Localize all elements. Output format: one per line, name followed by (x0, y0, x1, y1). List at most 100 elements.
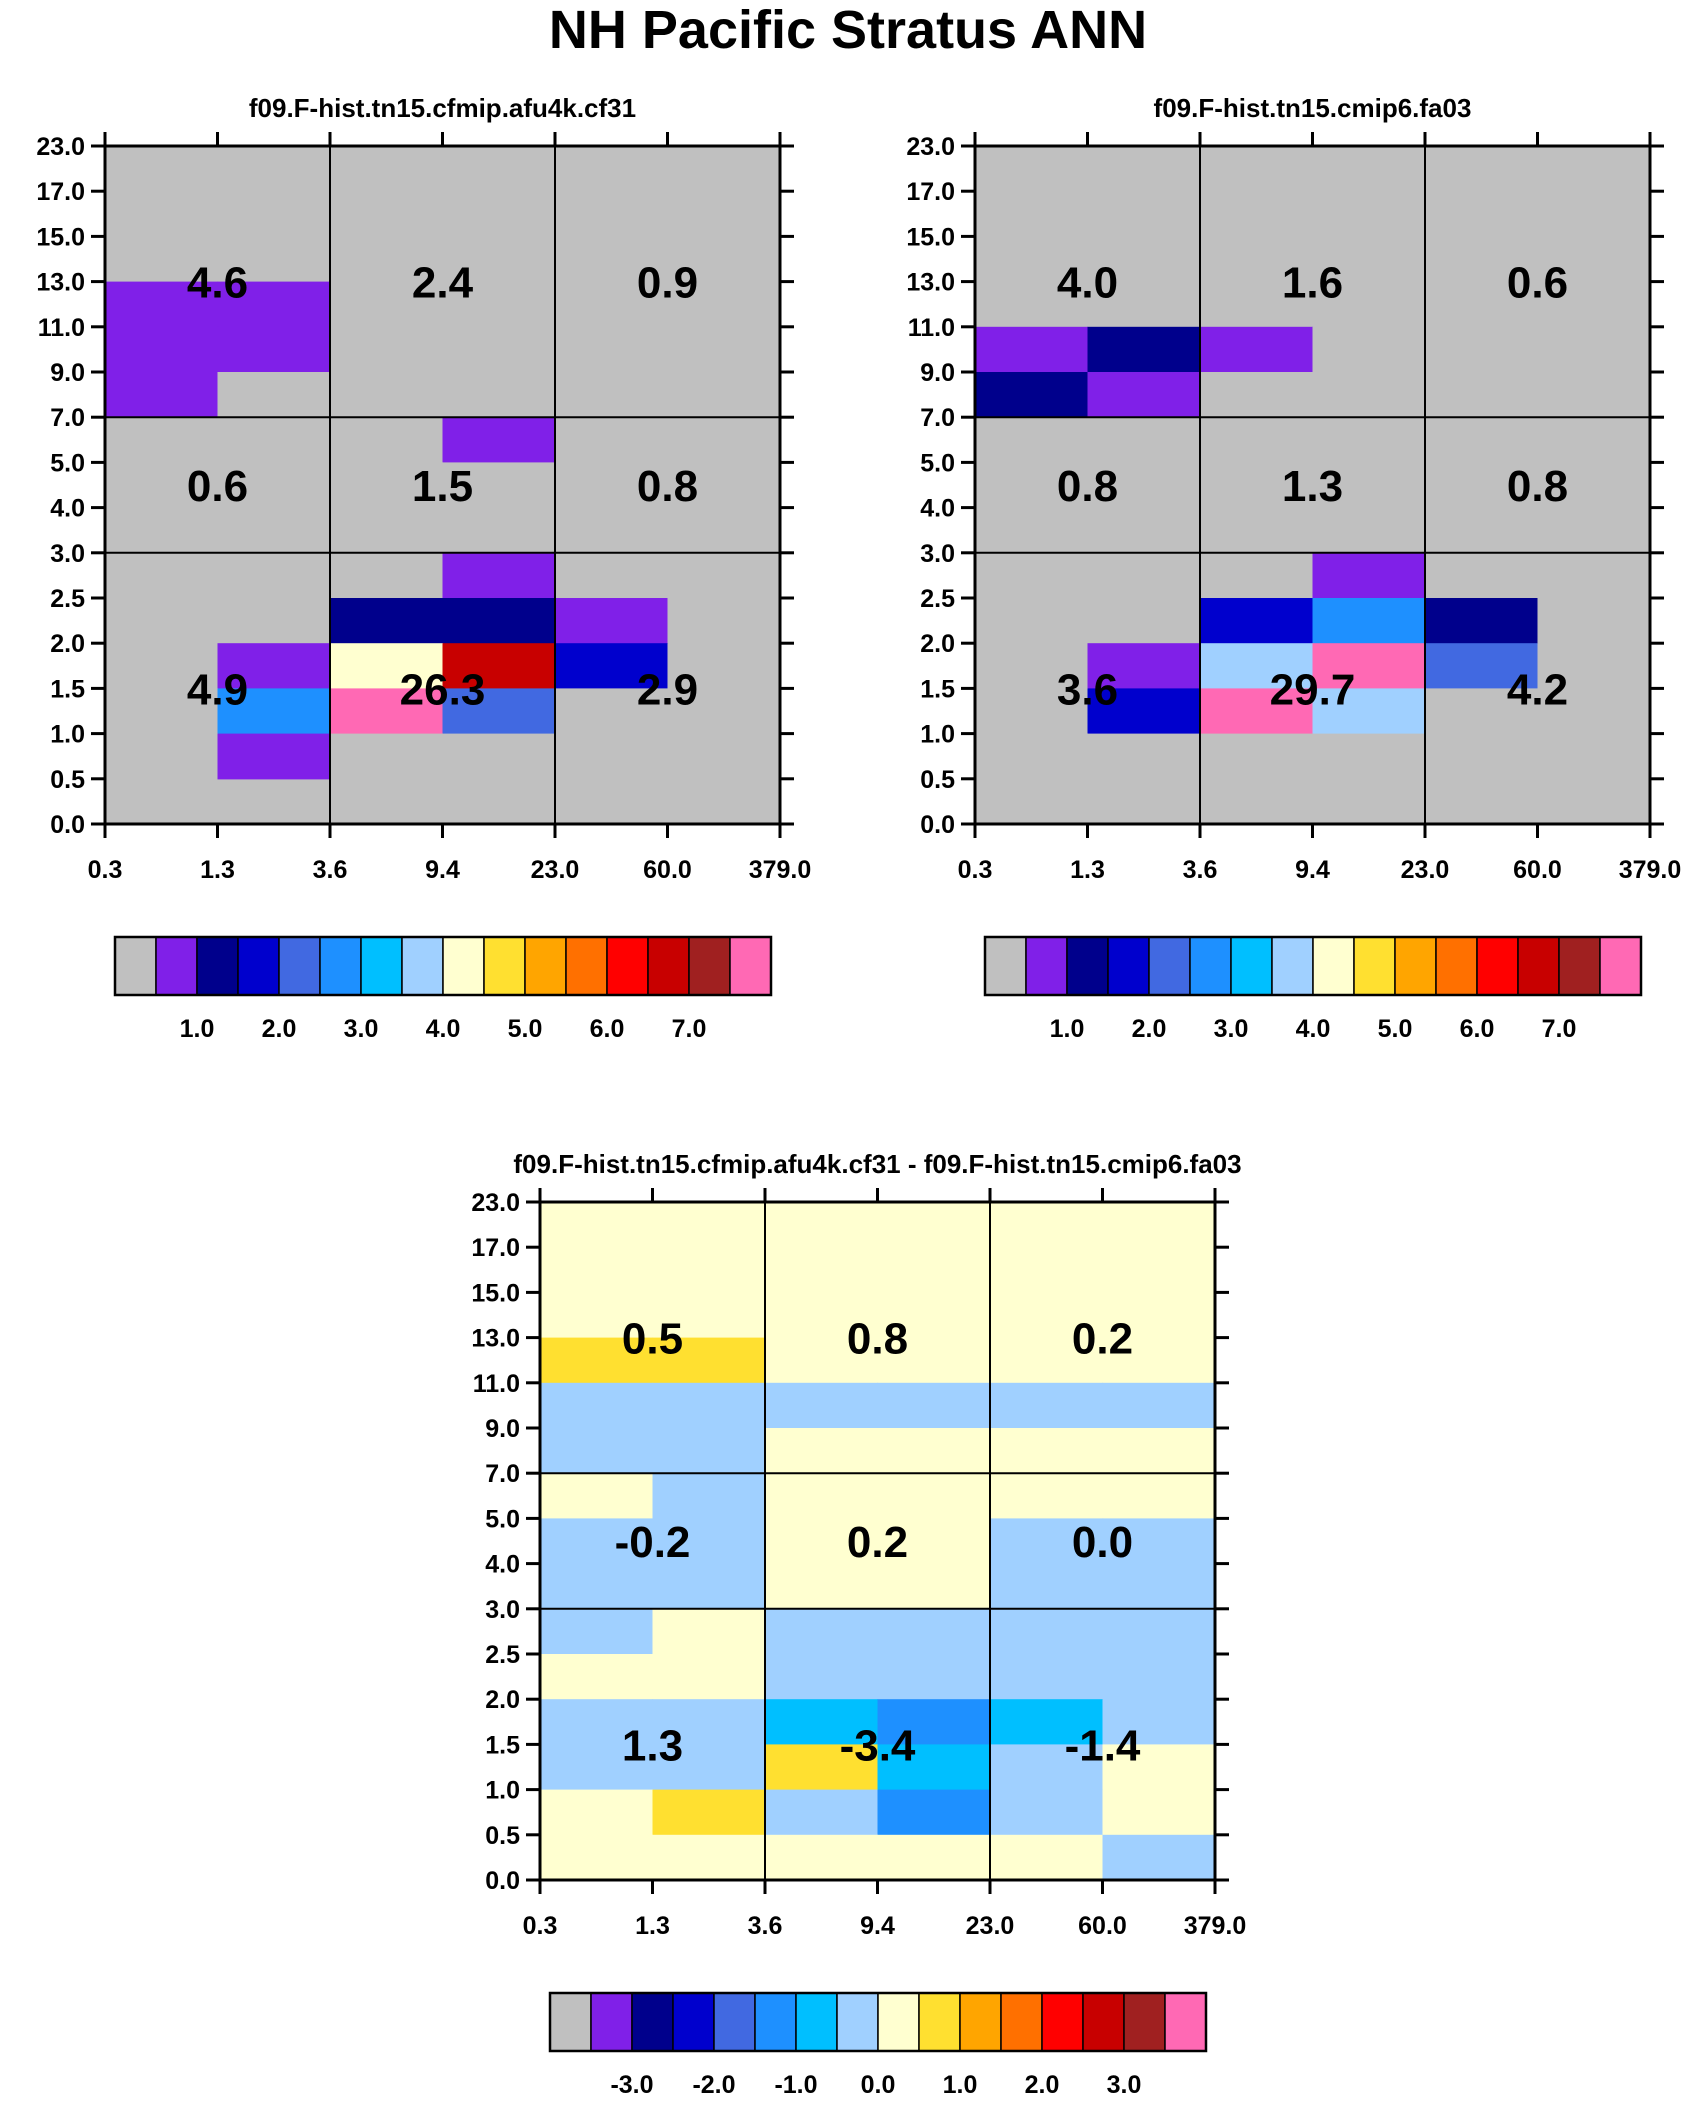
heatmap-cell (1200, 281, 1314, 328)
colorbar-tick-label: 1.0 (180, 1015, 215, 1043)
heatmap-cell (217, 688, 331, 735)
y-tick-label: 11.0 (473, 1370, 520, 1398)
heatmap-cell (442, 552, 556, 599)
y-tick-label: 13.0 (36, 269, 85, 297)
heatmap-cell (652, 1292, 766, 1339)
heatmap-cell (1102, 1744, 1216, 1791)
heatmap-cell (540, 1699, 654, 1745)
heatmap-cell (765, 1292, 879, 1339)
heatmap-cell (765, 1382, 879, 1429)
heatmap-cell (1200, 236, 1314, 283)
colorbar-swatch (590, 1992, 633, 2052)
colorbar-frame (983, 935, 1643, 997)
heatmap-cell (217, 281, 331, 328)
colorbar-swatch (688, 936, 731, 996)
heatmap-cell (442, 417, 556, 463)
heatmap-cell (1425, 372, 1539, 418)
heatmap-cell (442, 236, 556, 283)
heatmap-cell (555, 643, 669, 689)
heatmap-cell (442, 281, 556, 328)
heatmap-cell (667, 236, 781, 283)
heatmap-cell (330, 643, 444, 689)
heatmap-cell (765, 1202, 879, 1248)
heatmap-cell (765, 1337, 879, 1384)
x-tick-label: 379.0 (749, 856, 812, 884)
y-tick-label: 0.0 (920, 811, 955, 839)
y-tick-label: 2.0 (485, 1686, 520, 1714)
y-tick-label: 4.0 (50, 495, 85, 523)
heatmap-cell (1102, 1292, 1216, 1339)
box-value-label: -1.4 (1065, 1721, 1141, 1770)
heatmap-cell (975, 417, 1089, 463)
box-value-label: 1.6 (1282, 259, 1343, 308)
heatmap-cell (1537, 146, 1651, 192)
colorbar-frame (548, 1991, 1208, 2053)
heatmap-cell (1200, 191, 1314, 237)
heatmap-cell (1102, 1382, 1216, 1429)
colorbar-tick-label: 3.0 (1107, 2071, 1142, 2099)
y-tick-label: 2.0 (50, 630, 85, 658)
heatmap-cell (555, 372, 669, 418)
heatmap-cell (442, 733, 556, 780)
heatmap-cell (217, 462, 331, 509)
x-tick-label: 0.3 (958, 856, 993, 884)
heatmap-cell (1087, 146, 1201, 192)
heatmap-cell (1200, 598, 1314, 644)
colorbar-swatch (319, 936, 362, 996)
heatmap-cell (975, 372, 1089, 418)
heatmap-cell (1537, 417, 1651, 463)
heatmap-cell (1312, 281, 1426, 328)
heatmap-cell (540, 1202, 654, 1248)
heatmap-cell (652, 1518, 766, 1565)
box-value-label: 2.9 (637, 665, 698, 714)
heatmap-cell (105, 236, 219, 283)
colorbar-tick-label: -1.0 (774, 2071, 817, 2099)
colorbar-swatch (114, 936, 157, 996)
heatmap-cell (975, 462, 1089, 509)
colorbar-tick-label: 6.0 (590, 1015, 625, 1043)
colorbar-swatch (360, 936, 403, 996)
heatmap-cell (1537, 688, 1651, 735)
heatmap-cell (217, 417, 331, 463)
y-tick-label: 15.0 (906, 223, 955, 251)
heatmap-cell (1425, 191, 1539, 237)
heatmap-cell (652, 1834, 766, 1881)
heatmap-cell (1537, 326, 1651, 373)
heatmap-cell (442, 462, 556, 509)
x-tick-label: 60.0 (1513, 856, 1562, 884)
heatmap-cell (442, 507, 556, 554)
heatmap-cell (990, 1292, 1104, 1339)
heatmap-cell (217, 598, 331, 644)
colorbar-tick-label: 0.0 (861, 2071, 896, 2099)
box-value-label: 0.5 (622, 1315, 683, 1364)
heatmap-cell (330, 598, 444, 644)
heatmap-cell (990, 1699, 1104, 1745)
heatmap-cell (555, 688, 669, 735)
colorbar-swatch (1517, 936, 1560, 996)
heatmap-cell (1087, 372, 1201, 418)
heatmap-cell (555, 462, 669, 509)
colorbar-swatch (606, 936, 649, 996)
heatmap-cell (1102, 1518, 1216, 1565)
y-tick-label: 3.0 (50, 540, 85, 568)
heatmap-cell (1087, 552, 1201, 599)
heatmap-cell (990, 1382, 1104, 1429)
box-value-label: 2.4 (412, 259, 474, 308)
heatmap-cell (765, 1699, 879, 1745)
heatmap-cell (330, 326, 444, 373)
box-value-label: 4.0 (1057, 259, 1118, 308)
heatmap-cell (1200, 552, 1314, 599)
heatmap-cell (652, 1699, 766, 1745)
heatmap-cell (540, 1789, 654, 1836)
x-tick-label: 0.3 (523, 1912, 558, 1940)
heatmap-cell (667, 507, 781, 554)
colorbar-swatch (1353, 936, 1396, 996)
heatmap-cell (1425, 598, 1539, 644)
heatmap-cell (1200, 372, 1314, 418)
heatmap-cell (1425, 281, 1539, 328)
heatmap-cell (1312, 552, 1426, 599)
heatmap-cell (652, 1563, 766, 1610)
heatmap-cell (1312, 462, 1426, 509)
heatmap-cell (877, 1608, 991, 1655)
y-tick-label: 4.0 (920, 495, 955, 523)
